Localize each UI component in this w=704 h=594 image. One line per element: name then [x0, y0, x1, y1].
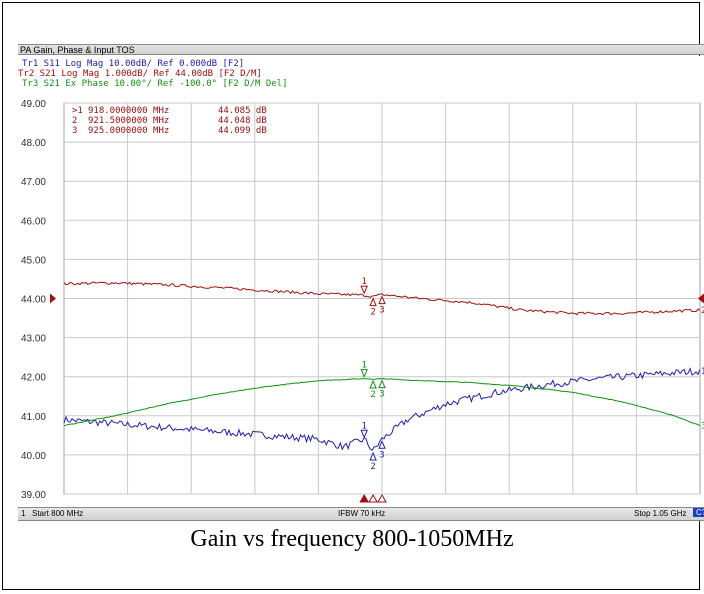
y-tick-label: 48.00: [21, 138, 46, 149]
y-tick-label: 44.00: [21, 295, 46, 306]
y-tick-label: 46.00: [21, 216, 46, 227]
marker-readout-value: 44.085 dB: [218, 106, 267, 116]
channel-number: 1: [21, 509, 26, 518]
marker-triangle: [360, 285, 368, 295]
marker-readout-value: 44.048 dB: [218, 116, 267, 126]
calibration-badge[interactable]: C?: [693, 508, 704, 517]
marker-triangle: [369, 451, 377, 461]
marker-position-indicator: [368, 493, 378, 503]
marker-readout-label: 3: [72, 126, 77, 136]
marker-readout-value: 44.099 dB: [218, 126, 267, 136]
marker-triangle: [369, 379, 377, 389]
window-title: PA Gain, Phase & Input TOS: [18, 44, 704, 55]
series-line-tr1: [63, 367, 701, 452]
marker-readout-frequency: 918.0000000 MHz: [88, 106, 169, 116]
marker-triangle: [378, 295, 386, 305]
marker-label: 1: [361, 361, 366, 371]
series-end-label: 2: [701, 306, 704, 316]
marker-label: 2: [370, 390, 375, 400]
marker-label: 3: [379, 450, 384, 460]
marker-triangle: [369, 297, 377, 307]
y-tick-label: 49.00: [21, 99, 46, 110]
marker-label: 2: [370, 462, 375, 472]
marker-readout-frequency: 925.0000000 MHz: [88, 126, 169, 136]
reference-pointer-left: [50, 293, 56, 304]
ifbw-setting[interactable]: IFBW 70 kHz: [338, 509, 386, 518]
y-tick-label: 47.00: [21, 177, 46, 188]
start-frequency[interactable]: Start 800 MHz: [32, 509, 84, 518]
status-bar: 1 Start 800 MHz IFBW 70 kHz Stop 1.05 GH…: [18, 507, 704, 521]
figure-caption: Gain vs frequency 800-1050MHz: [190, 526, 514, 552]
y-tick-label: 43.00: [21, 334, 46, 345]
series-line-tr2: [63, 281, 701, 316]
series-end-label: 1: [701, 367, 704, 377]
y-tick-label: 42.00: [21, 373, 46, 384]
y-tick-label: 39.00: [21, 490, 46, 501]
series-line-tr3: [63, 377, 701, 427]
stop-frequency[interactable]: Stop 1.05 GHz: [634, 509, 687, 518]
marker-triangle: [360, 369, 368, 378]
reference-pointer-right: [698, 293, 704, 304]
y-tick-label: 40.00: [21, 451, 46, 462]
marker-position-indicator: [359, 493, 370, 503]
marker-triangle: [360, 429, 368, 439]
marker-readout-label: 2: [72, 116, 77, 126]
y-tick-label: 45.00: [21, 255, 46, 266]
trace-2-label[interactable]: Tr2 S21 Log Mag 1.000dB/ Ref 44.00dB [F2…: [18, 69, 262, 79]
trace-1-label[interactable]: Tr1 S11 Log Mag 10.00dB/ Ref 0.000dB [F2…: [22, 59, 245, 69]
marker-label: 3: [379, 306, 384, 316]
marker-triangle: [378, 379, 386, 389]
marker-readout-label: >1: [72, 106, 83, 116]
marker-triangle: [378, 439, 386, 449]
trace-header: Tr1 S11 Log Mag 10.00dB/ Ref 0.000dB [F2…: [18, 56, 704, 94]
marker-label: 2: [370, 308, 375, 318]
marker-position-indicator: [377, 493, 387, 503]
series-end-label: 3: [701, 422, 704, 432]
marker-label: 1: [361, 421, 366, 431]
marker-readout: >1 918.0000000 MHz 44.085 dB 2 921.5000000 M…: [72, 106, 267, 136]
marker-label: 3: [379, 390, 384, 400]
marker-label: 1: [361, 277, 366, 287]
trace-3-label[interactable]: Tr3 S21 Ex Phase 10.00°/ Ref -100.0° [F2…: [22, 79, 288, 89]
y-tick-label: 41.00: [21, 412, 46, 423]
marker-readout-frequency: 921.5000000 MHz: [88, 116, 169, 126]
